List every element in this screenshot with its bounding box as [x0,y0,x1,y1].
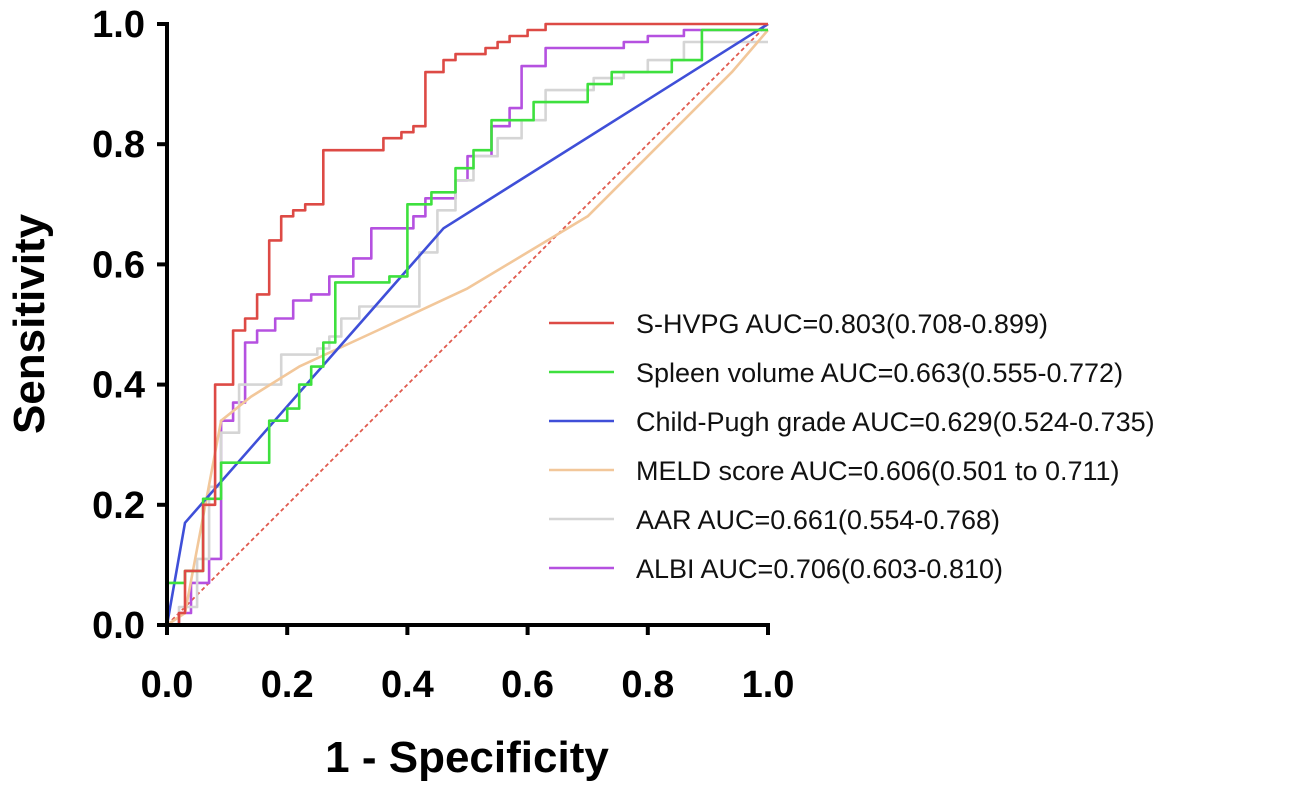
y-axis-title: Sensitivity [5,213,54,434]
x-tick-label: 0.2 [261,664,314,706]
y-tick-label: 0.8 [92,124,145,166]
legend-label: MELD score AUC=0.606(0.501 to 0.711) [636,456,1120,486]
x-tick-label: 1.0 [742,664,795,706]
reference-line [166,23,769,626]
legend-label: Child-Pugh grade AUC=0.629(0.524-0.735) [636,407,1155,437]
x-tick-label: 0.6 [501,664,554,706]
y-tick-label: 0.2 [92,485,145,527]
y-tick-label: 0.0 [92,605,145,647]
legend-label: AAR AUC=0.661(0.554-0.768) [636,505,1000,535]
series-line-3 [166,29,769,627]
axes [165,22,770,627]
y-tick-label: 0.6 [92,244,145,286]
legend-label: Spleen volume AUC=0.663(0.555-0.772) [636,358,1123,388]
series-line-2 [165,22,769,626]
y-tick-label: 0.4 [92,365,145,407]
series-line-1 [165,28,768,625]
ticks: 0.0 0.2 0.4 0.6 0.8 1.0 0.0 0.2 0.4 0.6 0.8 1.0 [92,4,794,706]
legend: S-HVPG AUC=0.803(0.708-0.899) Spleen volu… [549,309,1155,584]
x-tick-label: 0.4 [381,664,434,706]
legend-label: ALBI AUC=0.706(0.603-0.810) [636,554,1003,584]
x-axis-title: 1 - Specificity [325,733,609,782]
x-tick-label: 0.8 [621,664,674,706]
legend-label: S-HVPG AUC=0.803(0.708-0.899) [636,309,1048,339]
plot-area [165,22,769,627]
series-line-0 [167,22,768,627]
x-tick-label: 0.0 [141,664,194,706]
y-tick-label: 1.0 [92,4,145,46]
